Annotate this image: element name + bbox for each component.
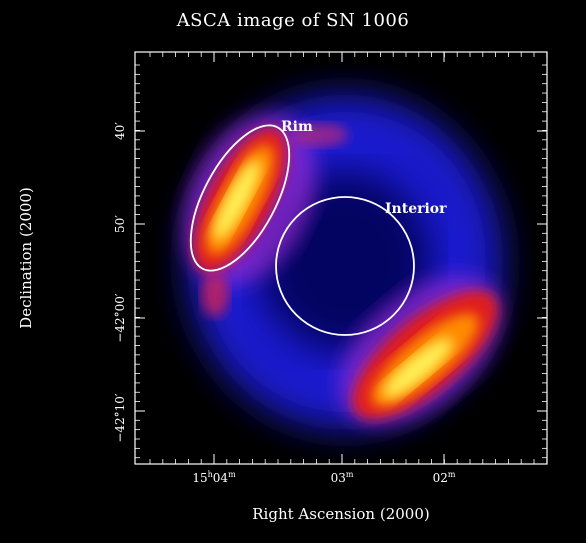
- minor-ticks: [135, 52, 548, 464]
- x-tick-label: 15h04m: [192, 470, 235, 485]
- y-tick-label: 50′: [113, 215, 127, 233]
- plot-border: [134, 51, 548, 465]
- rim-label: Rim: [281, 119, 313, 135]
- x-tick-minutes: 02: [432, 471, 448, 485]
- x-tick-minutes: 03: [330, 471, 346, 485]
- figure-title: ASCA image of SN 1006: [176, 10, 410, 31]
- y-tick-label: 40′: [113, 122, 127, 140]
- x-tick-minutes-unit: m: [228, 470, 236, 479]
- x-axis-label: Right Ascension (2000): [252, 505, 430, 523]
- interior-label: Interior: [385, 201, 447, 217]
- rim-region: [189, 124, 291, 272]
- x-tick-label: 03m: [331, 470, 354, 485]
- x-tick-minutes: 04: [212, 471, 229, 485]
- y-tick-label: −42°10′: [113, 393, 127, 443]
- x-tick-minutes-unit: m: [447, 470, 456, 479]
- xray-image: [135, 52, 547, 464]
- x-tick-minutes-unit: m: [345, 470, 354, 479]
- x-tick-hours-unit: h: [207, 470, 213, 479]
- y-tick-label: −42°00′: [113, 293, 127, 343]
- y-axis-label: Declination (2000): [17, 187, 35, 329]
- interior-region: [275, 196, 415, 336]
- x-tick-label: 02m: [433, 470, 456, 485]
- x-tick-hours: 15: [192, 471, 208, 485]
